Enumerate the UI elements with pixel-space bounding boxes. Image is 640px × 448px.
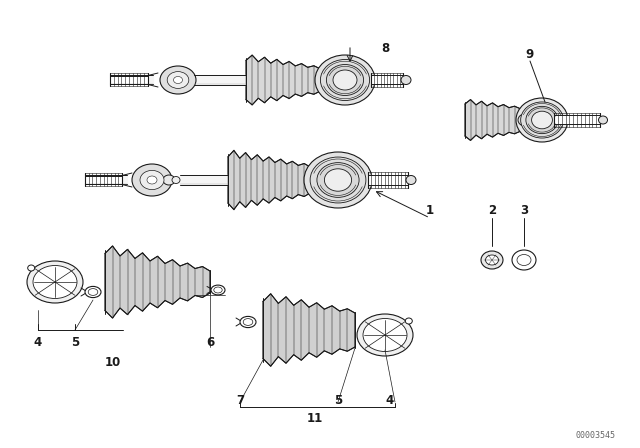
- Ellipse shape: [526, 106, 558, 134]
- Ellipse shape: [512, 250, 536, 270]
- Ellipse shape: [211, 285, 225, 295]
- Text: 3: 3: [520, 203, 528, 216]
- Text: 8: 8: [381, 42, 389, 55]
- Ellipse shape: [167, 72, 189, 88]
- Text: 11: 11: [307, 412, 323, 425]
- Ellipse shape: [28, 265, 35, 271]
- Ellipse shape: [172, 177, 180, 184]
- Ellipse shape: [324, 169, 351, 191]
- Text: 2: 2: [488, 203, 496, 216]
- Ellipse shape: [214, 287, 222, 293]
- Ellipse shape: [85, 286, 101, 297]
- Ellipse shape: [147, 176, 157, 184]
- Ellipse shape: [304, 152, 372, 208]
- Ellipse shape: [243, 319, 253, 325]
- Ellipse shape: [363, 319, 407, 352]
- Text: 7: 7: [236, 393, 244, 406]
- Ellipse shape: [315, 55, 375, 105]
- Ellipse shape: [486, 255, 499, 265]
- Ellipse shape: [517, 254, 531, 266]
- Ellipse shape: [88, 289, 98, 295]
- Ellipse shape: [140, 170, 164, 190]
- Ellipse shape: [160, 66, 196, 94]
- Polygon shape: [228, 151, 310, 210]
- Text: 00003545: 00003545: [575, 431, 615, 439]
- Text: 9: 9: [526, 48, 534, 61]
- Ellipse shape: [357, 314, 413, 356]
- Ellipse shape: [521, 102, 563, 138]
- Text: 5: 5: [71, 336, 79, 349]
- Ellipse shape: [173, 77, 182, 83]
- Ellipse shape: [406, 176, 416, 185]
- Ellipse shape: [33, 266, 77, 298]
- Ellipse shape: [326, 65, 364, 95]
- Polygon shape: [465, 99, 520, 140]
- Ellipse shape: [321, 60, 370, 100]
- Ellipse shape: [518, 114, 532, 126]
- Ellipse shape: [310, 157, 366, 203]
- Ellipse shape: [132, 164, 172, 196]
- Ellipse shape: [516, 98, 568, 142]
- Polygon shape: [263, 294, 355, 366]
- Ellipse shape: [532, 111, 552, 129]
- Text: 10: 10: [105, 356, 121, 369]
- Text: 5: 5: [334, 393, 342, 406]
- Ellipse shape: [333, 70, 357, 90]
- Ellipse shape: [405, 318, 412, 324]
- Text: 4: 4: [34, 336, 42, 349]
- Polygon shape: [246, 55, 320, 105]
- Ellipse shape: [481, 251, 503, 269]
- Ellipse shape: [598, 116, 607, 124]
- Text: 6: 6: [206, 336, 214, 349]
- Ellipse shape: [240, 316, 256, 327]
- Ellipse shape: [401, 76, 411, 85]
- Ellipse shape: [317, 163, 359, 198]
- Ellipse shape: [163, 175, 175, 185]
- Text: 4: 4: [386, 393, 394, 406]
- Polygon shape: [105, 246, 210, 318]
- Text: 1: 1: [426, 203, 434, 216]
- Ellipse shape: [27, 261, 83, 303]
